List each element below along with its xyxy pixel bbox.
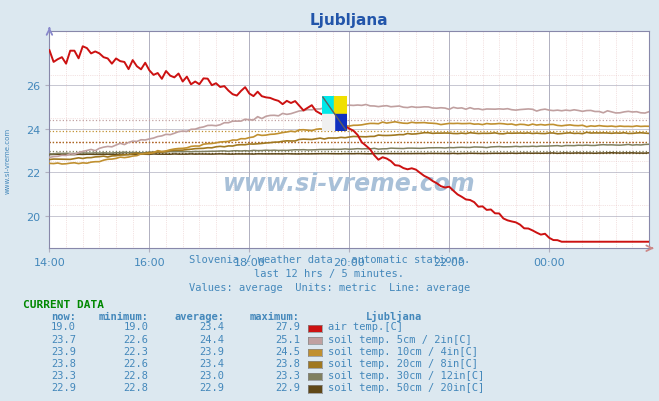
Text: soil temp. 10cm / 4in[C]: soil temp. 10cm / 4in[C]	[328, 346, 478, 356]
Text: Slovenia / weather data - automatic stations.: Slovenia / weather data - automatic stat…	[189, 255, 470, 265]
Text: 22.8: 22.8	[123, 370, 148, 380]
Text: 25.1: 25.1	[275, 334, 300, 344]
Text: 19.0: 19.0	[51, 322, 76, 332]
Text: 27.9: 27.9	[275, 322, 300, 332]
Text: 23.7: 23.7	[51, 334, 76, 344]
Text: now:: now:	[51, 311, 76, 321]
Text: soil temp. 20cm / 8in[C]: soil temp. 20cm / 8in[C]	[328, 358, 478, 368]
Bar	[322, 97, 334, 114]
Bar	[322, 114, 334, 132]
Text: minimum:: minimum:	[98, 311, 148, 321]
Text: 22.9: 22.9	[199, 382, 224, 392]
Text: air temp.[C]: air temp.[C]	[328, 322, 403, 332]
Text: 19.0: 19.0	[123, 322, 148, 332]
Bar	[334, 114, 347, 132]
Text: Ljubljana: Ljubljana	[366, 310, 422, 321]
Text: 22.6: 22.6	[123, 358, 148, 368]
Text: 23.3: 23.3	[51, 370, 76, 380]
Text: 24.4: 24.4	[199, 334, 224, 344]
Text: 23.4: 23.4	[199, 322, 224, 332]
Text: 22.6: 22.6	[123, 334, 148, 344]
Text: 22.8: 22.8	[123, 382, 148, 392]
Text: 23.0: 23.0	[199, 370, 224, 380]
Text: www.si-vreme.com: www.si-vreme.com	[5, 128, 11, 193]
Text: average:: average:	[174, 311, 224, 321]
Text: 23.3: 23.3	[275, 370, 300, 380]
Text: soil temp. 50cm / 20in[C]: soil temp. 50cm / 20in[C]	[328, 382, 484, 392]
Text: last 12 hrs / 5 minutes.: last 12 hrs / 5 minutes.	[254, 269, 405, 279]
Text: 23.9: 23.9	[51, 346, 76, 356]
Text: CURRENT DATA: CURRENT DATA	[23, 299, 104, 309]
Text: 22.3: 22.3	[123, 346, 148, 356]
Bar	[334, 97, 347, 114]
Text: 23.8: 23.8	[275, 358, 300, 368]
Text: 23.4: 23.4	[199, 358, 224, 368]
Text: 24.5: 24.5	[275, 346, 300, 356]
Text: 22.9: 22.9	[51, 382, 76, 392]
Text: 23.8: 23.8	[51, 358, 76, 368]
Text: soil temp. 5cm / 2in[C]: soil temp. 5cm / 2in[C]	[328, 334, 471, 344]
Text: www.si-vreme.com: www.si-vreme.com	[223, 172, 476, 196]
Text: maximum:: maximum:	[250, 311, 300, 321]
Text: 23.9: 23.9	[199, 346, 224, 356]
Text: Values: average  Units: metric  Line: average: Values: average Units: metric Line: aver…	[189, 283, 470, 293]
Title: Ljubljana: Ljubljana	[310, 13, 389, 28]
Text: soil temp. 30cm / 12in[C]: soil temp. 30cm / 12in[C]	[328, 370, 484, 380]
Text: 22.9: 22.9	[275, 382, 300, 392]
